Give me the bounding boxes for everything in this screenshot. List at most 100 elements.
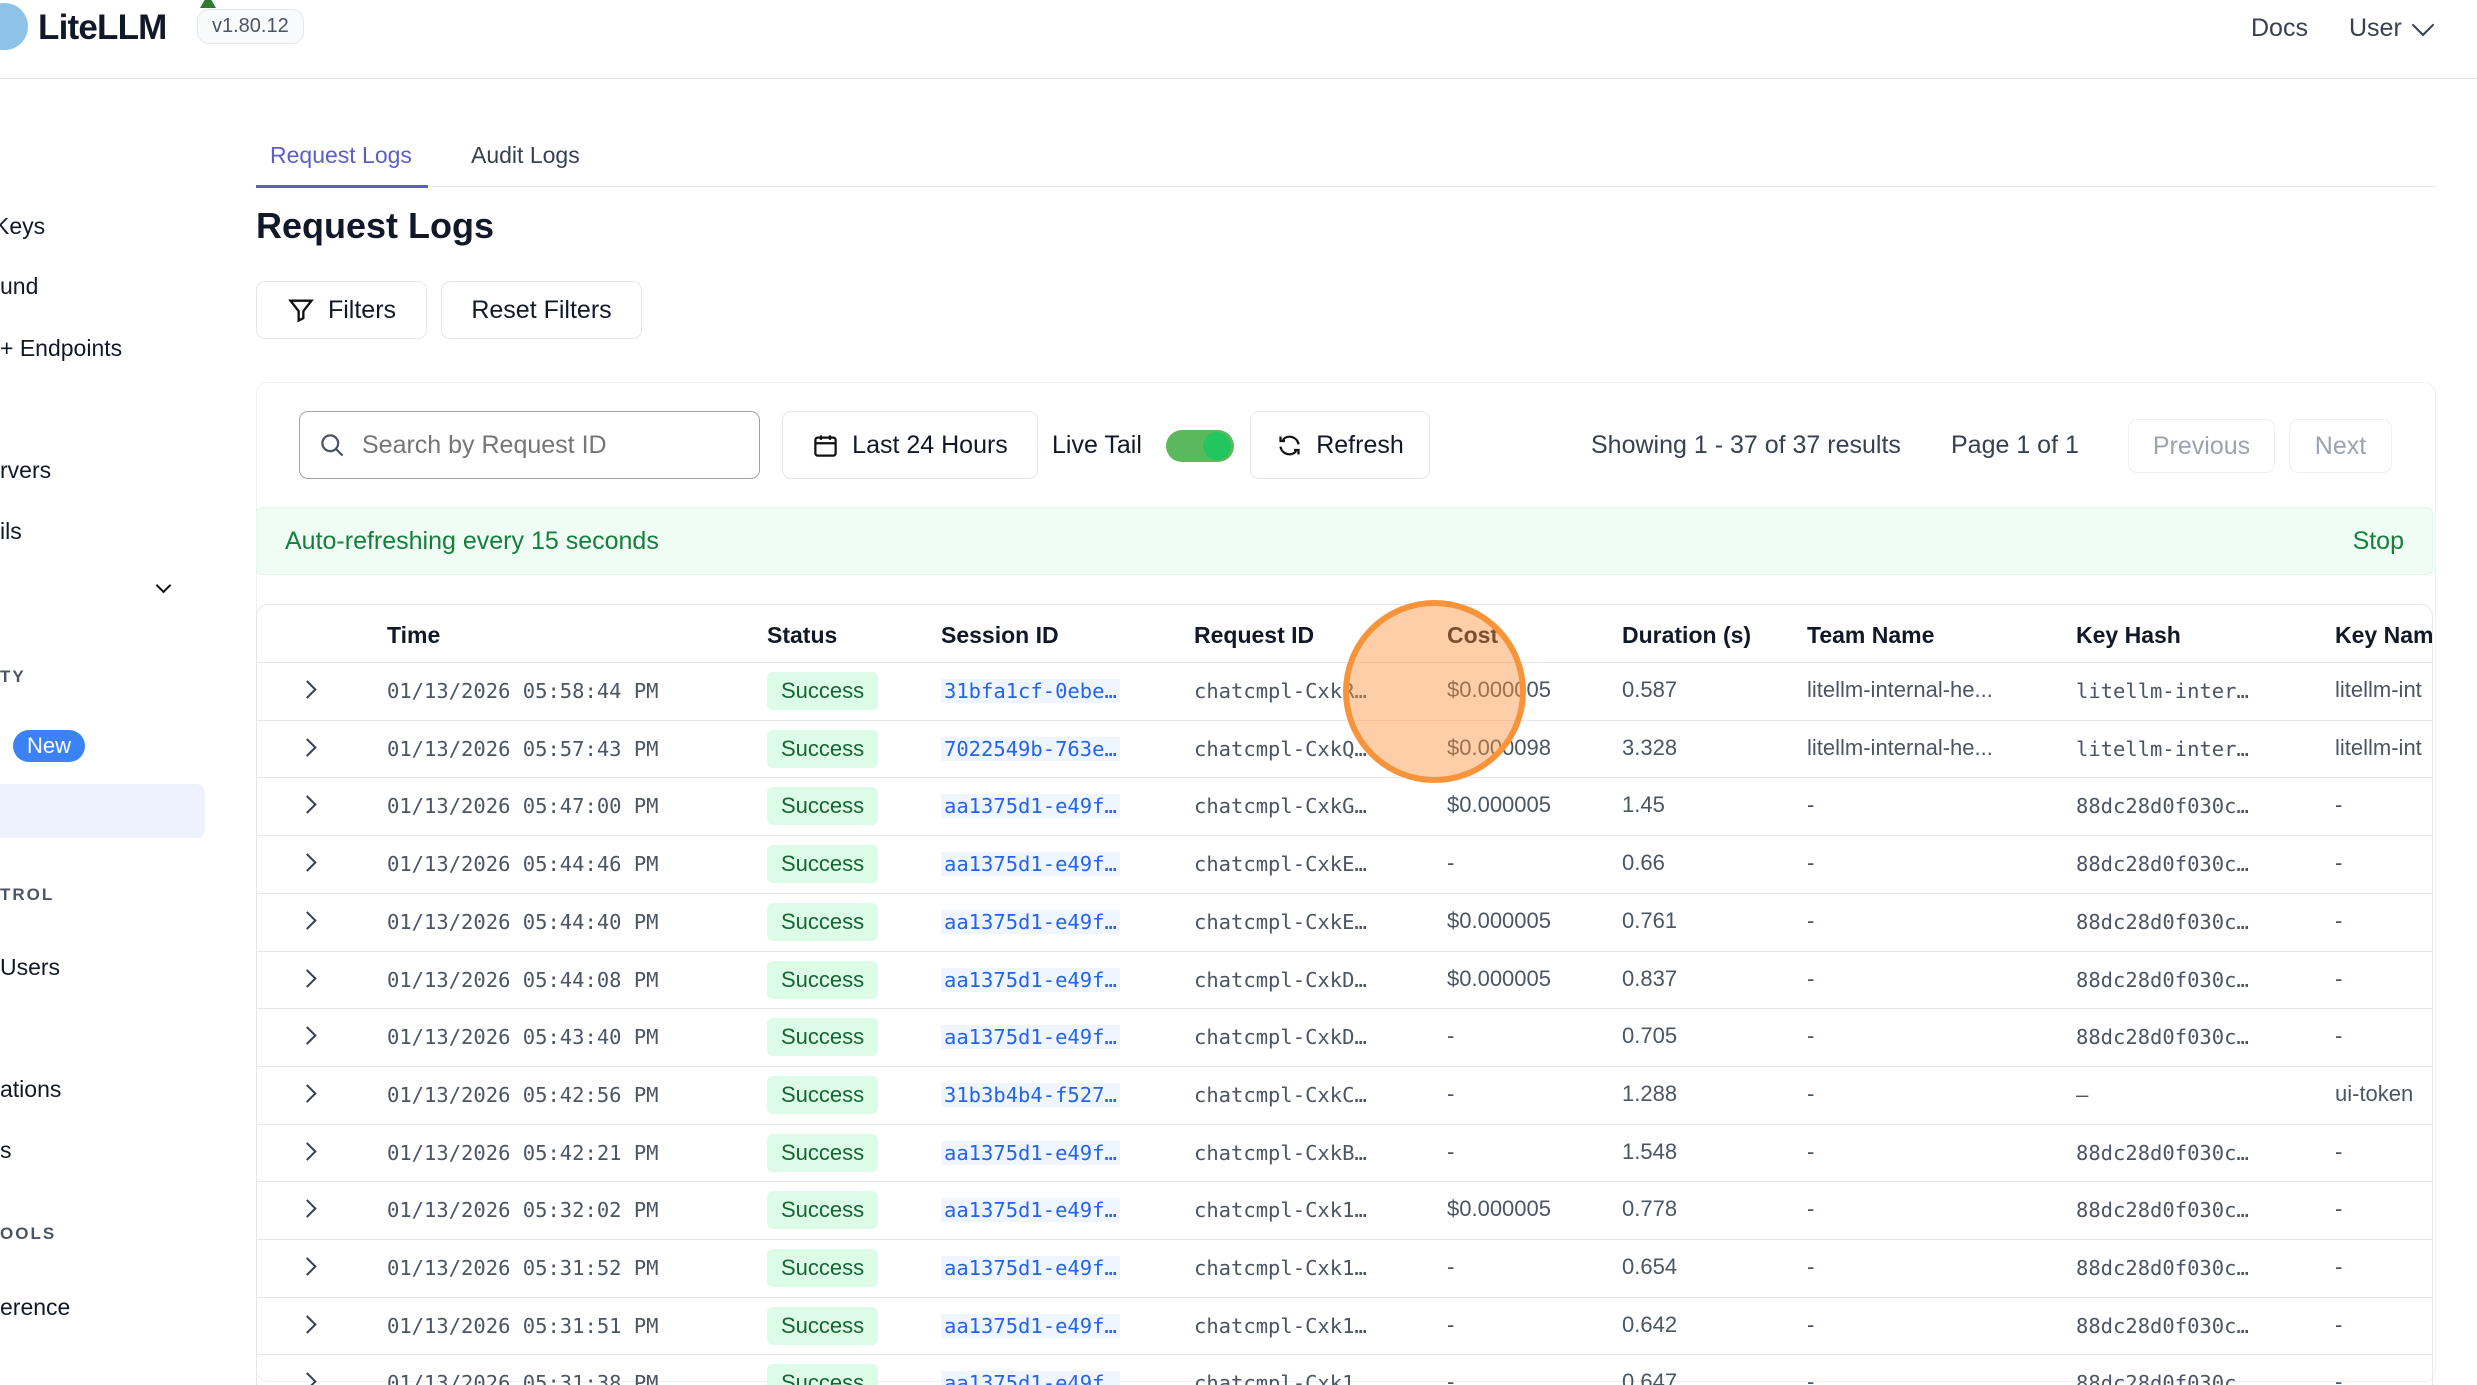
chevron-down-icon[interactable]	[155, 577, 172, 594]
docs-link[interactable]: Docs	[2251, 14, 2308, 42]
chevron-right-icon[interactable]	[298, 1141, 317, 1161]
time-range-button[interactable]: Last 24 Hours	[782, 411, 1038, 479]
table-row[interactable]: 01/13/2026 05:44:40 PM Success aa1375d1-e4…	[257, 892, 2432, 951]
sidebar-item-models-endpoints[interactable]: + Endpoints	[0, 335, 123, 361]
sidebar-item[interactable]: s	[0, 1137, 12, 1163]
sidebar-item-mcp-servers[interactable]: rvers	[0, 457, 52, 483]
column-header-status[interactable]: Status	[767, 622, 838, 648]
column-header-key-hash[interactable]: Key Hash	[2076, 622, 2181, 648]
cell-session-id[interactable]: aa1375d1-e49f…	[941, 1313, 1120, 1338]
cell-key-hash: 88dc28d0f030c…	[2076, 852, 2249, 877]
cell-session-id[interactable]: aa1375d1-e49f…	[941, 1140, 1120, 1165]
cell-time: 01/13/2026 05:44:08 PM	[387, 967, 659, 992]
reset-filters-button[interactable]: Reset Filters	[441, 281, 642, 339]
brand-name[interactable]: LiteLLM	[38, 8, 167, 47]
column-header-session-id[interactable]: Session ID	[941, 622, 1059, 648]
next-button[interactable]: Next	[2289, 419, 2392, 473]
chevron-right-icon[interactable]	[298, 680, 317, 699]
table-row[interactable]: 01/13/2026 05:31:52 PM Success aa1375d1-e4…	[257, 1239, 2432, 1297]
cell-key-name: litellm-int	[2335, 677, 2422, 702]
table-row[interactable]: 01/13/2026 05:31:51 PM Success aa1375d1-e4…	[257, 1296, 2432, 1355]
cell-time: 01/13/2026 05:42:56 PM	[387, 1082, 659, 1107]
cell-session-id[interactable]: 31bfa1cf-0ebe…	[941, 679, 1120, 703]
cell-duration: 0.778	[1622, 1196, 1678, 1222]
search-field[interactable]	[360, 429, 744, 461]
table-row[interactable]: 01/13/2026 05:47:00 PM Success aa1375d1-e4…	[257, 777, 2432, 835]
cell-time: 01/13/2026 05:43:40 PM	[387, 1025, 659, 1050]
tab-request-logs[interactable]: Request Logs	[270, 142, 412, 168]
chevron-right-icon[interactable]	[298, 1314, 317, 1334]
table-row[interactable]: 01/13/2026 05:31:38 PM Success aa1375d1-e4…	[257, 1354, 2432, 1385]
sidebar-item-keys[interactable]: Keys	[0, 213, 46, 239]
cell-session-id[interactable]: aa1375d1-e49f…	[941, 852, 1120, 877]
cell-session-id[interactable]: aa1375d1-e49f…	[941, 967, 1120, 992]
search-input[interactable]	[299, 411, 760, 479]
chevron-right-icon[interactable]	[298, 737, 317, 757]
cell-duration: 3.328	[1622, 734, 1678, 760]
sidebar-item-reference[interactable]: erence	[0, 1294, 71, 1320]
cell-session-id[interactable]: aa1375d1-e49f…	[941, 909, 1120, 934]
cell-request-id: chatcmpl-Cxk1…	[1194, 1371, 1367, 1385]
cell-session-id[interactable]: aa1375d1-e49f…	[941, 1025, 1120, 1050]
table-row[interactable]: 01/13/2026 05:42:56 PM Success 31b3b4b4-f5…	[257, 1065, 2432, 1124]
table-row[interactable]: 01/13/2026 05:44:08 PM Success aa1375d1-e4…	[257, 950, 2432, 1009]
cell-key-name: -	[2335, 1369, 2343, 1385]
table-row[interactable]: 01/13/2026 05:44:46 PM Success aa1375d1-e4…	[257, 835, 2432, 893]
column-header-request-id[interactable]: Request ID	[1194, 622, 1315, 648]
filter-icon	[288, 299, 314, 323]
chevron-right-icon[interactable]	[298, 1257, 317, 1276]
chevron-right-icon[interactable]	[298, 795, 317, 815]
status-badge: Success	[767, 845, 879, 884]
live-tail-toggle[interactable]	[1166, 430, 1234, 462]
column-header-duration[interactable]: Duration (s)	[1622, 622, 1752, 648]
table-row[interactable]: 01/13/2026 05:57:43 PM Success 7022549b-76…	[257, 719, 2432, 778]
chevron-right-icon[interactable]	[298, 1026, 317, 1045]
cell-key-name: -	[2335, 792, 2343, 818]
column-header-team-name[interactable]: Team Name	[1807, 622, 1935, 648]
cell-team-name: -	[1807, 907, 1815, 933]
chevron-right-icon[interactable]	[298, 968, 317, 988]
cell-key-hash: litellm-inter…	[2076, 679, 2249, 703]
chevron-right-icon[interactable]	[298, 911, 317, 930]
cell-session-id[interactable]: aa1375d1-e49f…	[941, 1256, 1120, 1280]
user-menu[interactable]: User	[2349, 13, 2435, 43]
cell-session-id[interactable]: 7022549b-763e…	[941, 736, 1120, 761]
table-row[interactable]: 01/13/2026 05:43:40 PM Success aa1375d1-e4…	[257, 1008, 2432, 1066]
sidebar-item-users[interactable]: Users	[0, 954, 61, 980]
cell-key-name: -	[2335, 907, 2343, 933]
sidebar-item-guardrails[interactable]: ils	[0, 518, 22, 544]
chevron-right-icon[interactable]	[298, 853, 317, 872]
filters-button[interactable]: Filters	[256, 281, 427, 339]
cursor-highlight	[1343, 600, 1526, 783]
cell-cost: -	[1447, 1369, 1455, 1385]
column-header-key-name[interactable]: Key Name	[2335, 622, 2433, 648]
sidebar-selected-item[interactable]	[0, 784, 205, 838]
cell-duration: 0.587	[1622, 677, 1678, 702]
refresh-button[interactable]: Refresh	[1250, 411, 1430, 479]
cell-session-id[interactable]: aa1375d1-e49f…	[941, 794, 1120, 819]
cell-time: 01/13/2026 05:31:38 PM	[387, 1371, 659, 1385]
chevron-right-icon[interactable]	[298, 1372, 317, 1385]
cell-cost: -	[1447, 1080, 1455, 1106]
cell-session-id[interactable]: aa1375d1-e49f…	[941, 1371, 1120, 1385]
table-row[interactable]: 01/13/2026 05:42:21 PM Success aa1375d1-e4…	[257, 1123, 2432, 1182]
cell-session-id[interactable]: aa1375d1-e49f…	[941, 1198, 1120, 1223]
cell-cost: -	[1447, 1138, 1455, 1164]
cell-session-id[interactable]: 31b3b4b4-f527…	[941, 1082, 1120, 1107]
sidebar-item-integrations[interactable]: ations	[0, 1076, 62, 1102]
chevron-right-icon[interactable]	[298, 1199, 317, 1218]
logs-table[interactable]: Time Status Session ID Request ID Cost Durati…	[256, 604, 2433, 1385]
status-badge: Success	[767, 1191, 879, 1230]
table-row[interactable]: 01/13/2026 05:32:02 PM Success aa1375d1-e4…	[257, 1181, 2432, 1239]
cell-key-name: -	[2335, 1138, 2343, 1164]
stop-button[interactable]: Stop	[2352, 527, 2404, 555]
previous-button[interactable]: Previous	[2128, 419, 2275, 473]
tab-audit-logs[interactable]: Audit Logs	[471, 142, 580, 168]
cell-key-hash: 88dc28d0f030c…	[2076, 1140, 2249, 1165]
sidebar-item-playground[interactable]: und	[0, 273, 39, 299]
cell-time: 01/13/2026 05:42:21 PM	[387, 1140, 659, 1165]
chevron-right-icon[interactable]	[298, 1084, 317, 1103]
cell-cost: -	[1447, 1023, 1455, 1049]
column-header-time[interactable]: Time	[387, 622, 441, 648]
cell-duration: 0.642	[1622, 1311, 1678, 1337]
